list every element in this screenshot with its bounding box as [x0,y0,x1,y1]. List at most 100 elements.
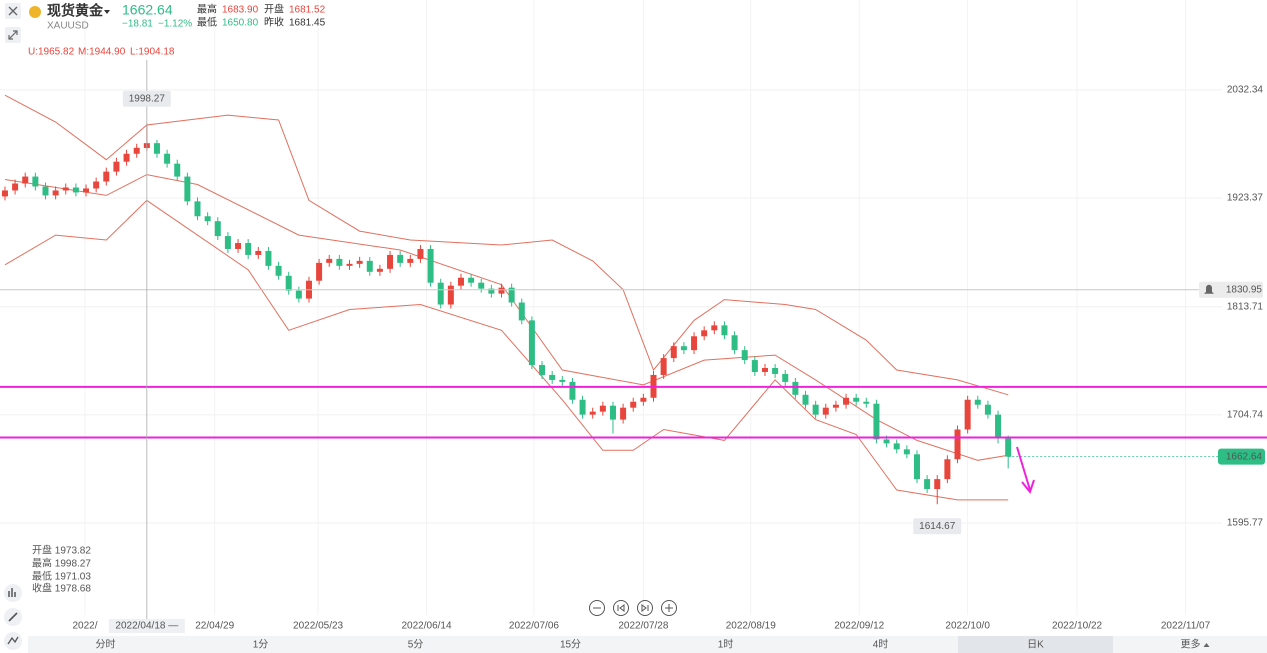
dropdown-icon[interactable] [104,10,110,14]
candle-body [599,405,606,412]
navigation [589,600,677,616]
price: 1662.64 [122,2,173,18]
drawn-arrow [1016,446,1035,495]
candle-body [417,248,424,259]
trend-tool[interactable] [4,632,22,650]
candle-body [285,275,292,291]
period-bar: 分时 1分 5分 15分 1时 4时 日K 更多 [28,636,1267,653]
candle-body [62,187,69,191]
indicator-tool[interactable] [4,584,22,602]
candle-body [964,399,971,430]
candle-body [873,403,880,440]
candle-body [133,147,140,154]
candle-body [995,414,1002,438]
period-selected [958,636,1113,653]
scroll-start[interactable] [613,600,629,616]
candle-body [518,302,525,321]
zoom-in[interactable] [661,600,677,616]
band-line [4,199,1009,501]
crosshair-date-bg [108,619,185,633]
icon [617,604,625,612]
y-tick-label: 1923.37 [1227,193,1264,204]
candle-body [123,153,130,162]
candle-body [447,285,454,305]
candle-body [214,221,221,237]
indicator-mid: M:1944.90 [78,47,126,58]
candle-body [113,161,120,172]
last-price-bg [1218,448,1265,465]
candle-body [153,143,160,154]
x-tick-label: 2022/10/22 [1052,621,1102,632]
stat-label: 最高 [197,3,217,16]
candle-body [204,216,211,222]
period-tab[interactable]: 4时 [873,639,889,651]
candle-body [913,454,920,480]
stat-label: 最低 [197,16,217,29]
candle-body [569,381,576,400]
x-tick-label: 22/04/29 [195,621,234,632]
candle-body [245,243,252,255]
stat-value: 1650.80 [222,18,259,29]
candle-body [843,397,850,405]
candle-body [83,188,90,193]
info-line: 开盘 1973.82 [32,544,91,557]
candle-body [103,171,110,182]
x-tick-label: 2022/07/28 [618,621,668,632]
y-tick-label: 1813.71 [1227,301,1264,312]
candle-body [589,411,596,415]
icon [665,604,673,612]
candle-body [761,368,768,372]
stat-label: 昨收 [264,16,284,29]
tool-icon [7,636,19,645]
stat-label: 开盘 [264,3,284,16]
candle-body [164,153,171,164]
alert-label: 1830.95 [1226,284,1263,295]
candle-body [224,236,231,249]
period-tab[interactable]: 15分 [560,639,581,651]
candle-body [316,262,323,281]
candle-body [772,368,779,374]
alert-label-bg [1199,281,1263,298]
max-label: 1998.27 [129,93,166,104]
symbol-name[interactable]: 现货黄金 [47,3,104,19]
candle-body [974,399,981,405]
candle-body [812,404,819,415]
period-tab[interactable]: 5分 [408,639,424,651]
x-tick-label: 2022/05/23 [293,621,343,632]
candle-body [782,373,789,382]
candle-body [579,399,586,415]
candle-body [741,350,748,361]
crosshair-info: 开盘 1973.82 最高 1998.27 最低 1971.03 收盘 1978… [32,544,91,595]
candle-body [549,374,556,380]
x-tick-label: 2022/ [73,621,98,632]
candle-body [346,263,353,266]
band-line [4,94,1009,396]
period-tab[interactable]: 日K [1027,640,1044,651]
zoom-out[interactable] [589,600,605,616]
candle-body [853,397,860,402]
candle-body [660,358,667,375]
period-tab[interactable]: 1分 [253,639,269,651]
candle-body [295,290,302,299]
candle-body [184,176,191,202]
tool-icon [8,612,18,622]
candle-body [235,243,242,249]
y-tick-label: 2032.34 [1227,85,1264,96]
candle-body [721,325,728,336]
candle-body [265,250,272,266]
indicator-upper: U:1965.82 [28,47,75,58]
stat-value: 1681.45 [289,18,326,29]
candle-body [934,479,941,490]
period-tab[interactable]: 更多 [1181,638,1201,651]
period-tab[interactable]: 1时 [718,639,734,651]
candle-body [468,277,475,283]
period-bar-bg [28,636,1267,653]
candle-body [93,181,100,189]
change: −18.81 [122,19,153,30]
candle-body [397,254,404,263]
scroll-end[interactable] [637,600,653,616]
period-tab[interactable]: 分时 [96,639,116,651]
candle-body [255,250,262,255]
candle-body [1005,437,1012,457]
